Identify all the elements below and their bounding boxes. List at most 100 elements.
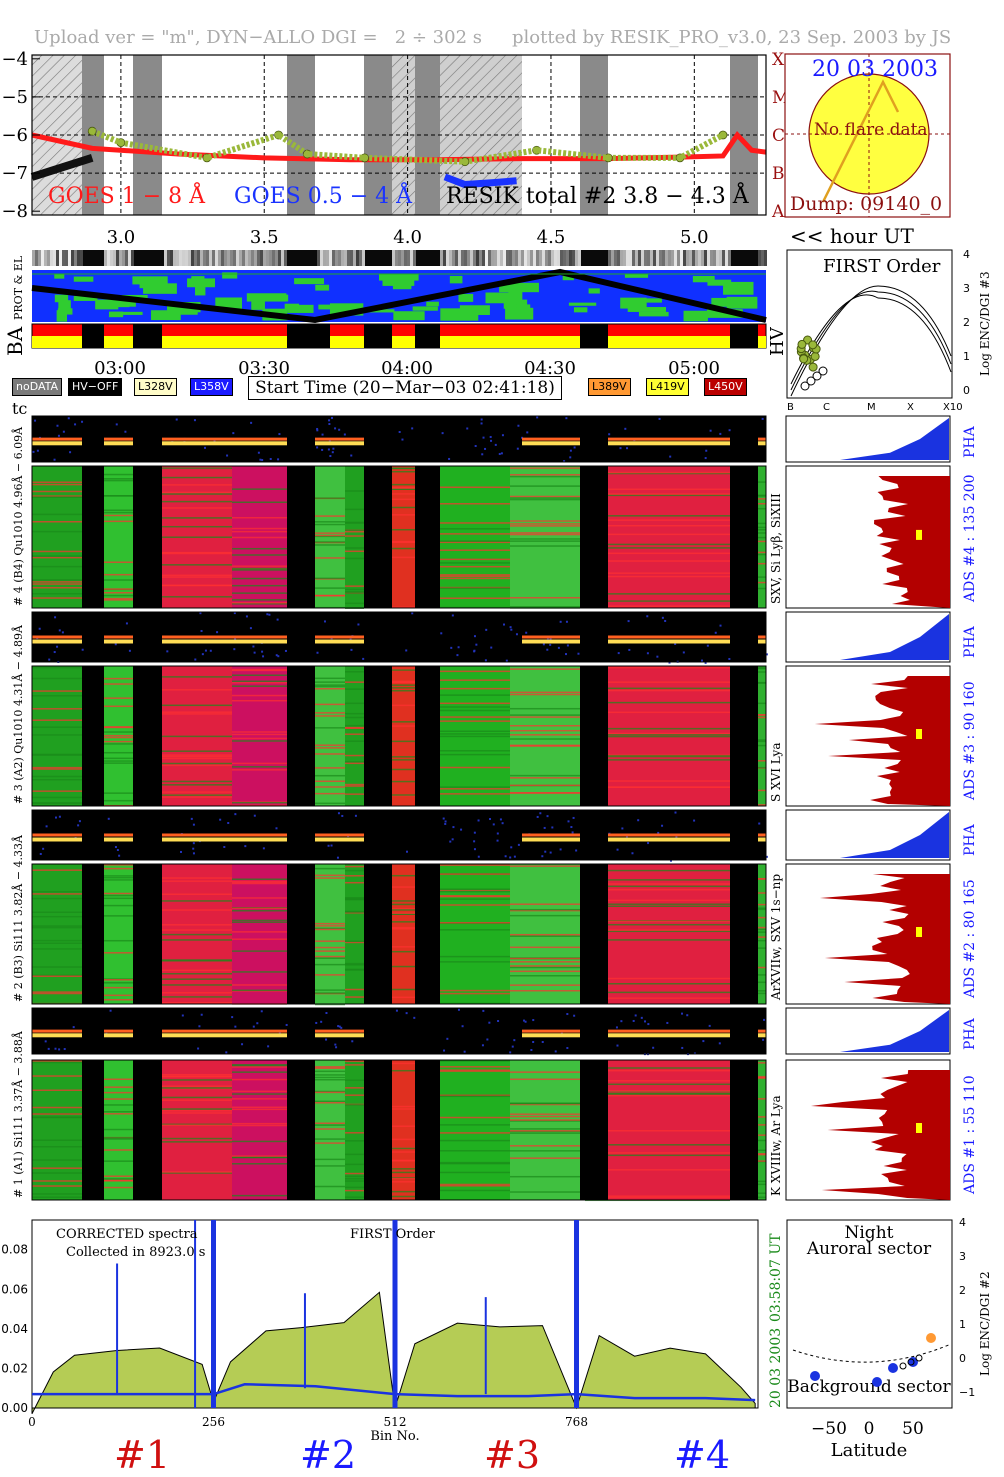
spectro-stripe (510, 498, 580, 501)
spectro-gap (730, 1060, 758, 1200)
status-gray-cell (638, 250, 641, 266)
pha-noise (411, 427, 414, 430)
landmass-patch (711, 297, 742, 307)
status-gray-cell (677, 250, 680, 266)
pha-noise (566, 1047, 569, 1050)
status-gray-cell (236, 250, 239, 266)
pha-noise (456, 654, 459, 657)
spectro-stripe (142, 877, 232, 879)
status-gray-cell (515, 250, 518, 266)
spectro-stripe (315, 922, 345, 925)
pha-noise (559, 620, 562, 623)
pha-noise (58, 629, 61, 632)
spectro-stripe (392, 1195, 415, 1198)
status-gray-cell (140, 250, 143, 266)
pha-noise (405, 649, 408, 652)
pha-noise (628, 648, 631, 651)
tc-label: tc (12, 399, 28, 418)
spectro-stripe (392, 903, 415, 906)
status-gray-cell (419, 250, 422, 266)
status-gray-cell (626, 250, 629, 266)
spectro-stripe (232, 740, 287, 742)
pha-noise (250, 421, 253, 424)
spectro-stripe (440, 1150, 510, 1152)
spectro-stripe (392, 1171, 415, 1174)
spectro-column (345, 666, 364, 806)
status-gray-cell (395, 250, 398, 266)
status-gray-cell (581, 250, 584, 266)
pha-noise (219, 818, 222, 821)
status-gray-cell (281, 250, 284, 266)
spectro-stripe (315, 515, 345, 517)
pha-band (162, 1033, 287, 1038)
spectro-stripe (345, 688, 364, 690)
spectro-stripe (392, 909, 415, 911)
pha-noise (532, 1040, 535, 1043)
goes-ytick: −6 (1, 125, 28, 146)
pha-noise (481, 453, 484, 456)
spectro-stripe (32, 948, 82, 950)
spectro-stripe (585, 991, 730, 994)
spectro-stripe (32, 897, 82, 900)
landmass-patch (638, 311, 669, 317)
spectro-stripe (510, 1113, 580, 1115)
spectro-stripe (142, 755, 232, 758)
pha-noise (474, 445, 477, 448)
orbit-night: Night (845, 1223, 894, 1243)
pha-noise (632, 1019, 635, 1022)
status-gray-cell (527, 250, 530, 266)
sun-orbit-track (821, 79, 900, 203)
pha-frame-1 (31, 611, 767, 663)
spectro-stripe (142, 1087, 232, 1089)
first-ytick: 1 (963, 350, 970, 363)
spectro-gap (415, 466, 440, 608)
spectro-stripe (315, 1070, 345, 1073)
spectro-stripe (392, 687, 415, 689)
pha-noise (664, 619, 667, 622)
landmass-patch (109, 299, 130, 308)
spectro-stripe (104, 999, 133, 1001)
spectro-stripe (104, 915, 133, 917)
pha-noise (646, 652, 649, 655)
spectro-stripe (232, 931, 287, 933)
ads-marker-0 (916, 529, 922, 540)
pha-noise (405, 1012, 408, 1015)
status-gray-cell (107, 250, 110, 266)
spectro-stripe (585, 1144, 730, 1146)
spectro-stripe (142, 517, 232, 519)
pha-noise (39, 852, 42, 855)
pha-noise (572, 816, 575, 819)
status-gray-cell (146, 250, 149, 266)
spectro-frame-1 (31, 665, 767, 807)
spectro-stripe (32, 966, 82, 968)
landmass-patch (343, 305, 359, 311)
spectro-stripe (510, 1150, 580, 1152)
spectro-stripe (232, 1078, 287, 1081)
first-xtick: X (907, 402, 914, 413)
spectro-stripe (440, 753, 510, 756)
pha-noise (482, 1009, 485, 1012)
spectro-stripe (104, 520, 133, 523)
landmass-patch (172, 309, 198, 315)
pha-noise (482, 436, 485, 439)
status-gray-cell (227, 250, 230, 266)
pha-noise (261, 459, 264, 462)
spectro-stripe (440, 706, 510, 708)
spectro-stripe (585, 533, 730, 536)
spectro-stripe (440, 533, 510, 535)
status-gray-cell (479, 250, 482, 266)
spectro-gap (133, 864, 162, 1004)
first-ytick: 3 (963, 282, 970, 295)
legend-nodata: noDATA (12, 378, 63, 396)
spectro-stripe (32, 550, 82, 553)
channel-label-0: # 4 (B4) Qu1010 4.96Å − 6.09Å (11, 426, 25, 606)
spectro-column (232, 666, 287, 806)
spectro-stripe (232, 733, 287, 736)
pha-noise (200, 629, 203, 632)
status-gray-cell (161, 250, 164, 266)
spectro-stripe (232, 897, 287, 899)
status-gray-cell (599, 250, 602, 266)
spectro-stripe (345, 490, 364, 492)
spectro-stripe (440, 716, 510, 718)
pha-noise (276, 618, 279, 621)
